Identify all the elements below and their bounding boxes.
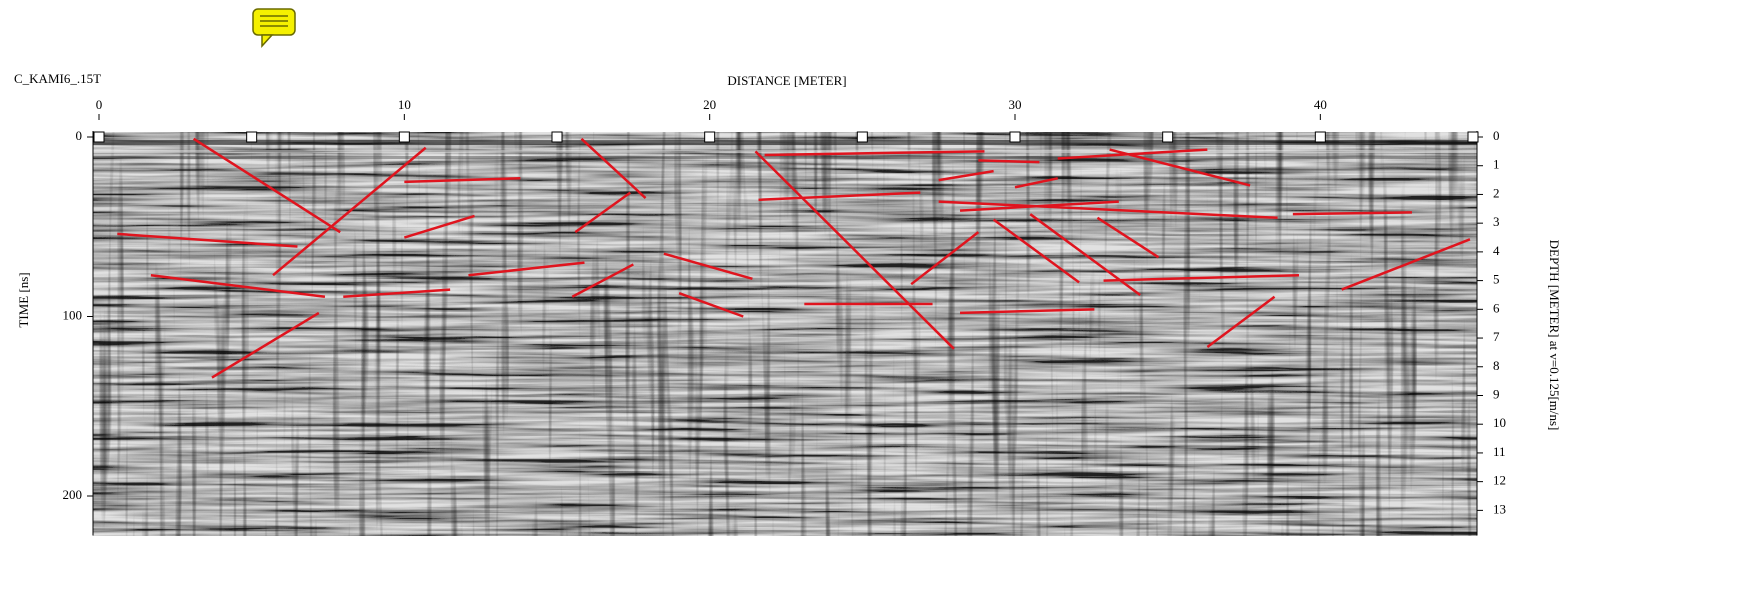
- fiducial-marker: [399, 132, 409, 142]
- file-name: C_KAMI6_.15T: [14, 71, 101, 86]
- y2-tick-label: 0: [1493, 128, 1500, 143]
- y-tick-label: 200: [63, 487, 83, 502]
- y2-tick-label: 11: [1493, 444, 1506, 459]
- y2-tick-label: 5: [1493, 272, 1500, 287]
- fiducial-marker: [552, 132, 562, 142]
- y2-axis-title: DEPTH [METER] at v=0.125[m/ns]: [1547, 240, 1562, 431]
- y-tick-label: 100: [63, 307, 83, 322]
- fiducial-marker: [1010, 132, 1020, 142]
- fiducial-marker: [1468, 132, 1478, 142]
- radar-image: [93, 132, 1477, 536]
- fiducial-marker: [247, 132, 257, 142]
- x-tick-label: 40: [1314, 97, 1327, 112]
- y2-tick-label: 4: [1493, 243, 1500, 258]
- y2-tick-label: 1: [1493, 157, 1500, 172]
- x-tick-label: 0: [96, 97, 103, 112]
- x-tick-label: 30: [1009, 97, 1022, 112]
- y2-tick-label: 12: [1493, 473, 1506, 488]
- y2-tick-label: 7: [1493, 329, 1500, 344]
- y2-tick-label: 2: [1493, 185, 1500, 200]
- fiducial-marker: [1163, 132, 1173, 142]
- x-tick-label: 20: [703, 97, 716, 112]
- y2-tick-label: 3: [1493, 214, 1500, 229]
- y2-tick-label: 6: [1493, 300, 1500, 315]
- y2-tick-label: 9: [1493, 386, 1500, 401]
- y2-tick-label: 13: [1493, 501, 1506, 516]
- note-icon[interactable]: [253, 9, 295, 46]
- fiducial-marker: [705, 132, 715, 142]
- y-axis-title: TIME [ns]: [16, 272, 31, 327]
- y2-tick-label: 10: [1493, 415, 1506, 430]
- radargram-window: C_KAMI6_.15T DISTANCE [METER] TIME [ns] …: [0, 0, 1747, 596]
- y2-tick-label: 8: [1493, 358, 1500, 373]
- x-tick-label: 10: [398, 97, 411, 112]
- fiducial-marker: [1315, 132, 1325, 142]
- fiducial-marker: [94, 132, 104, 142]
- y-tick-label: 0: [76, 128, 83, 143]
- fiducial-marker: [857, 132, 867, 142]
- x-axis-title: DISTANCE [METER]: [727, 73, 846, 88]
